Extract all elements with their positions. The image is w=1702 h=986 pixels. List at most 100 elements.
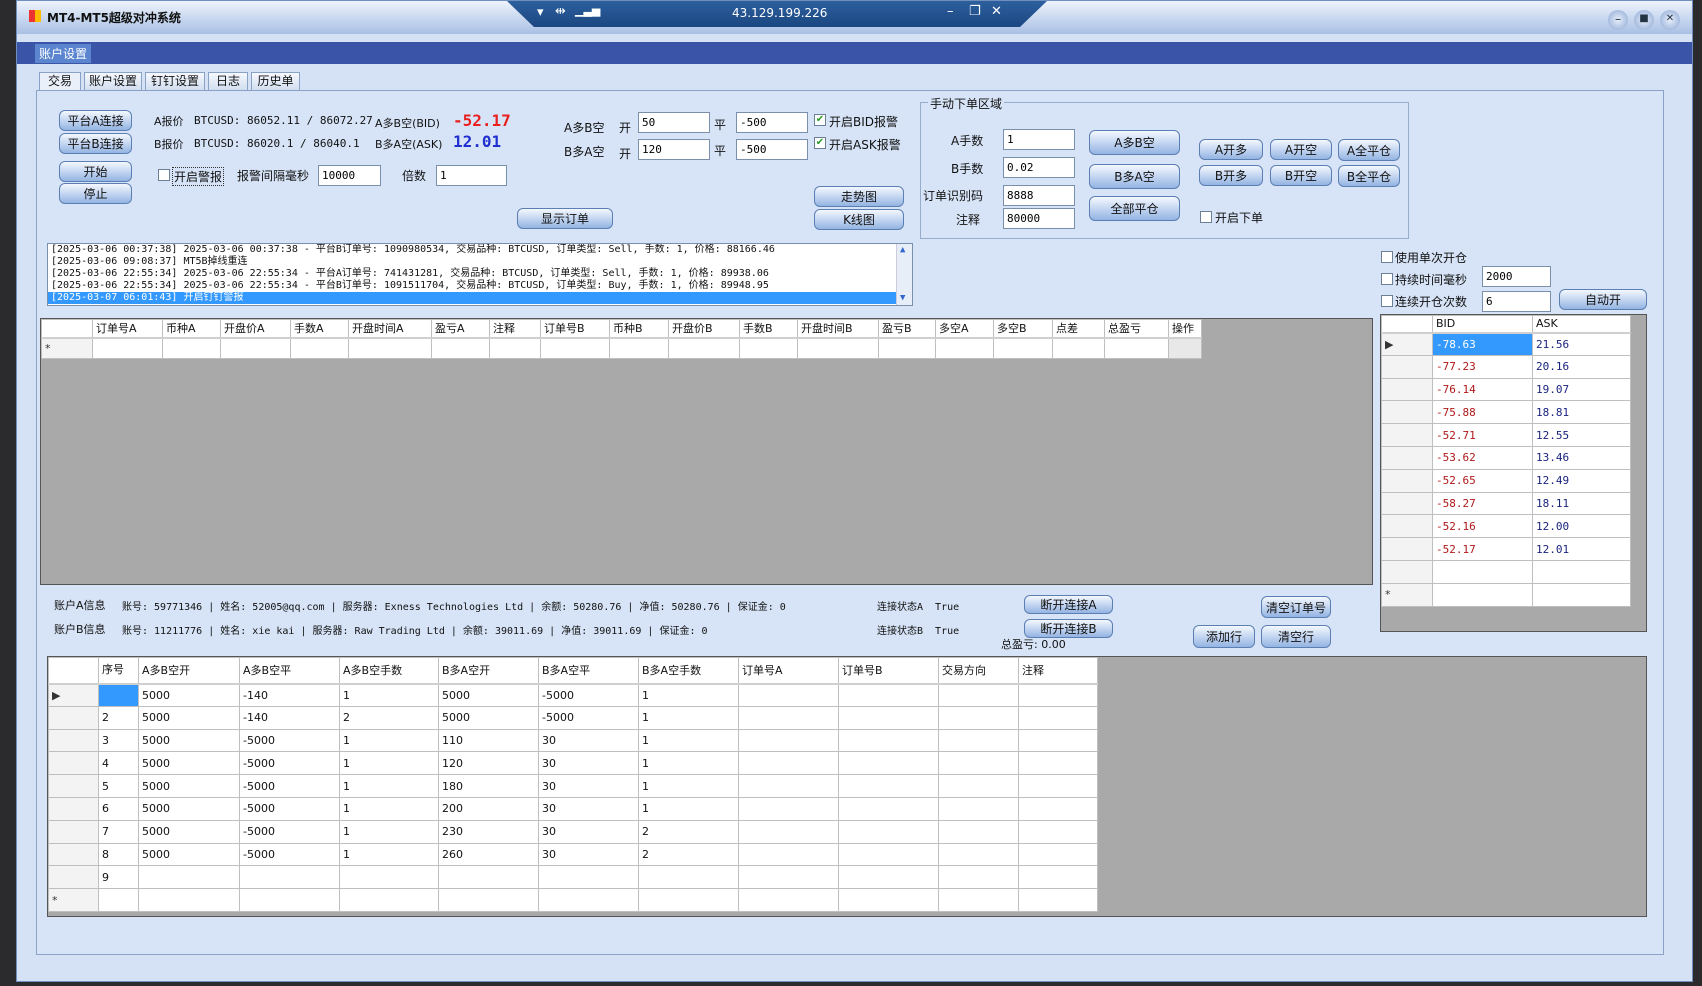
column-header[interactable]: 多空B xyxy=(993,319,1053,339)
table-row[interactable]: -58.27 18.11 xyxy=(1381,491,1631,516)
row-header[interactable] xyxy=(48,705,99,730)
table-row[interactable]: ▶ 5000 -140 1 5000 -5000 1 xyxy=(48,683,1098,707)
row-header[interactable] xyxy=(48,796,99,821)
enable-order-checkbox[interactable] xyxy=(1200,211,1212,223)
table-cell[interactable] xyxy=(938,865,1019,890)
table-cell[interactable]: 13.46 xyxy=(1532,445,1631,470)
enable-alarm-checkbox[interactable] xyxy=(158,169,170,181)
b-buy-button[interactable]: B开多 xyxy=(1199,165,1263,186)
table-cell[interactable]: 5000 xyxy=(138,819,240,844)
new-row[interactable]: * xyxy=(1381,582,1631,607)
table-cell[interactable] xyxy=(348,337,432,359)
scroll-down-icon[interactable]: ▼ xyxy=(900,293,906,303)
table-cell[interactable] xyxy=(838,705,939,730)
stop-button[interactable]: 停止 xyxy=(59,183,132,204)
log-entry[interactable]: [2025-03-06 00:37:38] 2025-03-06 00:37:3… xyxy=(51,244,775,255)
table-cell[interactable] xyxy=(1018,796,1098,821)
table-cell[interactable] xyxy=(98,888,139,912)
table-cell[interactable] xyxy=(239,865,340,890)
maximize-icon[interactable]: ■ xyxy=(1634,10,1654,30)
table-cell[interactable]: 5 xyxy=(98,774,139,798)
column-header[interactable]: 开盘价A xyxy=(220,319,291,339)
row-header[interactable] xyxy=(1381,559,1433,584)
table-cell[interactable] xyxy=(1018,705,1098,730)
order-id-input[interactable] xyxy=(1003,185,1075,206)
table-cell[interactable]: -5000 xyxy=(239,728,340,753)
row-header[interactable] xyxy=(48,819,99,844)
table-cell[interactable]: -58.27 xyxy=(1432,491,1533,516)
tab-trade[interactable]: 交易 xyxy=(39,72,81,90)
table-cell[interactable]: 1 xyxy=(638,796,739,821)
table-cell[interactable] xyxy=(1532,559,1631,584)
close-remote-icon[interactable]: ✕ xyxy=(991,4,1002,19)
table-cell[interactable] xyxy=(797,337,879,359)
table-cell[interactable]: -5000 xyxy=(538,683,639,707)
table-cell[interactable] xyxy=(935,337,994,359)
table-cell[interactable]: 2 xyxy=(98,705,139,730)
table-cell[interactable] xyxy=(993,337,1053,359)
table-cell[interactable]: 18.11 xyxy=(1532,491,1631,516)
a-buy-button[interactable]: A开多 xyxy=(1199,139,1263,160)
a-long-b-short-button[interactable]: A多B空 xyxy=(1089,130,1180,155)
row-header[interactable]: * xyxy=(1381,582,1433,607)
disconnect-b-button[interactable]: 断开连接B xyxy=(1024,619,1113,638)
table-cell[interactable]: 20.16 xyxy=(1532,354,1631,379)
log-entry[interactable]: [2025-03-06 22:55:34] 2025-03-06 22:55:3… xyxy=(51,268,769,279)
table-cell[interactable] xyxy=(540,337,610,359)
trend-chart-button[interactable]: 走势图 xyxy=(814,186,904,207)
table-cell[interactable]: -5000 xyxy=(239,774,340,798)
column-header[interactable]: 手数B xyxy=(739,319,798,339)
table-cell[interactable]: 1 xyxy=(339,683,439,707)
table-cell[interactable] xyxy=(1432,559,1533,584)
table-cell[interactable] xyxy=(938,796,1019,821)
row-header[interactable]: * xyxy=(48,888,99,912)
clear-rows-button[interactable]: 清空行 xyxy=(1261,625,1331,648)
count-input[interactable] xyxy=(1482,291,1551,312)
table-cell[interactable]: 1 xyxy=(339,842,439,867)
table-cell[interactable]: -52.17 xyxy=(1432,537,1533,561)
orders-grid[interactable]: 订单号A 币种A 开盘价A 手数A 开盘时间A 盈亏A 注释 订单号B 币种B 开盘价B 手数B 开盘… xyxy=(40,318,1373,585)
table-cell[interactable]: 21.56 xyxy=(1532,332,1631,356)
table-cell[interactable] xyxy=(489,337,541,359)
table-cell[interactable]: 5000 xyxy=(138,705,240,730)
column-header[interactable]: 订单号A xyxy=(738,657,839,685)
table-row[interactable]: 3 5000 -5000 1 110 30 1 xyxy=(48,728,1098,753)
restore-remote-icon[interactable]: ❐ xyxy=(969,4,981,19)
close-all-button[interactable]: 全部平仓 xyxy=(1089,196,1180,221)
table-cell[interactable] xyxy=(1018,728,1098,753)
table-cell[interactable] xyxy=(1018,888,1098,912)
alarm-interval-input[interactable] xyxy=(318,165,381,186)
column-header[interactable]: 订单号B xyxy=(540,319,610,339)
connect-a-button[interactable]: 平台A连接 xyxy=(59,110,132,131)
table-cell[interactable] xyxy=(738,705,839,730)
table-cell[interactable]: 12.49 xyxy=(1532,468,1631,493)
column-header[interactable]: 手数A xyxy=(290,319,349,339)
table-cell[interactable] xyxy=(438,888,539,912)
row-header[interactable]: * xyxy=(41,337,93,359)
table-cell[interactable] xyxy=(290,337,349,359)
table-cell[interactable] xyxy=(838,888,939,912)
b-close-all-button[interactable]: B全平仓 xyxy=(1338,165,1400,187)
spread-grid[interactable]: BID ASK ▶ -78.63 21.56 -77.23 20.16 -76.14 19.07… xyxy=(1380,314,1647,632)
table-cell[interactable]: 6 xyxy=(98,796,139,821)
table-row[interactable]: -52.65 12.49 xyxy=(1381,468,1631,493)
table-cell[interactable]: -140 xyxy=(239,683,340,707)
column-header[interactable]: 操作 xyxy=(1168,319,1202,339)
table-cell[interactable]: 2 xyxy=(638,842,739,867)
table-cell[interactable] xyxy=(738,888,839,912)
table-row[interactable]: 6 5000 -5000 1 200 30 1 xyxy=(48,796,1098,821)
log-scrollbar[interactable]: ▲ ▼ xyxy=(896,244,912,305)
table-cell[interactable] xyxy=(938,683,1019,707)
table-cell[interactable]: 5000 xyxy=(438,705,539,730)
table-cell[interactable] xyxy=(878,337,936,359)
table-row[interactable]: -75.88 18.81 xyxy=(1381,400,1631,425)
table-cell[interactable] xyxy=(1018,751,1098,776)
table-cell[interactable] xyxy=(938,728,1019,753)
plan-grid[interactable]: 序号 A多B空开 A多B空平 A多B空手数 B多A空开 B多A空平 B多A空手数 订单号A 订单… xyxy=(47,656,1647,917)
table-cell[interactable] xyxy=(1018,842,1098,867)
table-cell[interactable] xyxy=(738,842,839,867)
table-cell[interactable]: 120 xyxy=(438,751,539,776)
row-header[interactable] xyxy=(1381,445,1433,470)
table-cell[interactable] xyxy=(838,774,939,798)
row-header[interactable] xyxy=(1381,537,1433,561)
